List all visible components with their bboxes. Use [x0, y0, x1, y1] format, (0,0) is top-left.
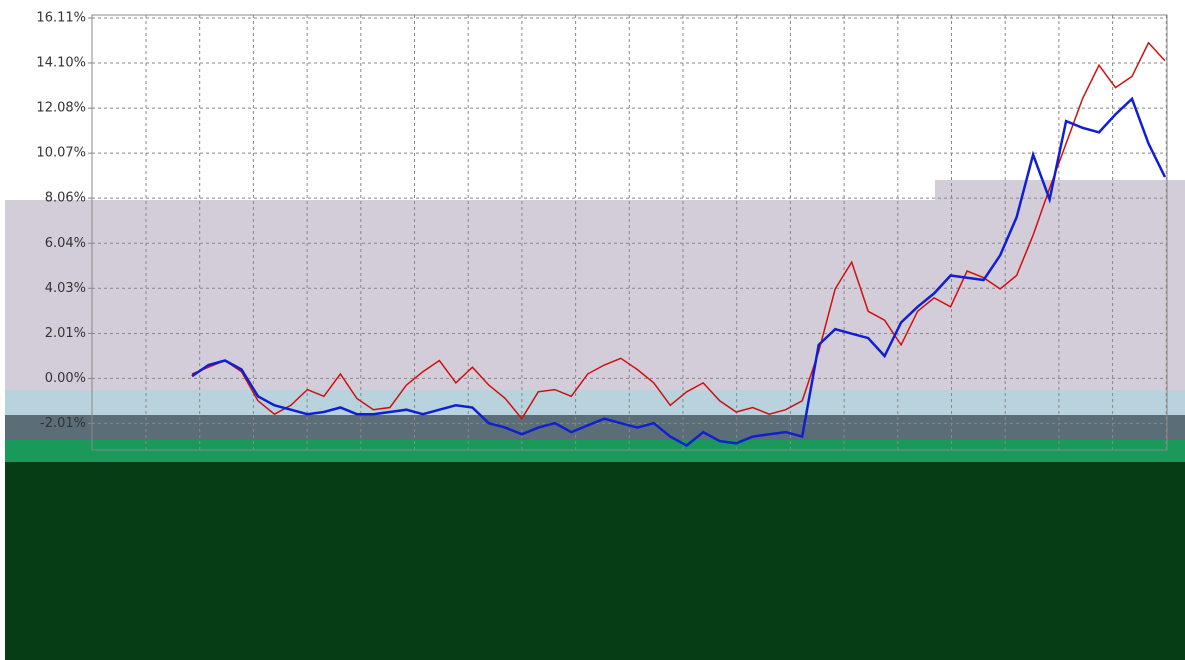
y-tick-label: 6.04% [45, 236, 86, 251]
y-tick-label: 14.10% [36, 55, 86, 70]
y-tick-label: 2.01% [45, 326, 86, 341]
y-tick-label: 8.06% [45, 191, 86, 206]
y-tick-label: 0.00% [45, 371, 86, 386]
chart: 16.11% 14.10% 12.08% 10.07% 8.06% 6.04% 4.03% 2… [0, 0, 1185, 660]
glitch-block [5, 462, 1185, 660]
glitch-block [5, 415, 1185, 440]
y-tick-label: -2.01% [40, 416, 86, 431]
glitch-block [5, 200, 1185, 390]
glitch-block [5, 390, 1185, 415]
y-tick-label: 12.08% [36, 101, 86, 116]
y-tick-label: 10.07% [36, 146, 86, 161]
glitch-block [935, 180, 1185, 202]
y-tick-label: 16.11% [36, 11, 86, 26]
glitch-block [5, 440, 1185, 462]
page: 16.11% 14.10% 12.08% 10.07% 8.06% 6.04% 4.03% 2… [0, 0, 1185, 660]
y-tick-label: 4.03% [45, 281, 86, 296]
